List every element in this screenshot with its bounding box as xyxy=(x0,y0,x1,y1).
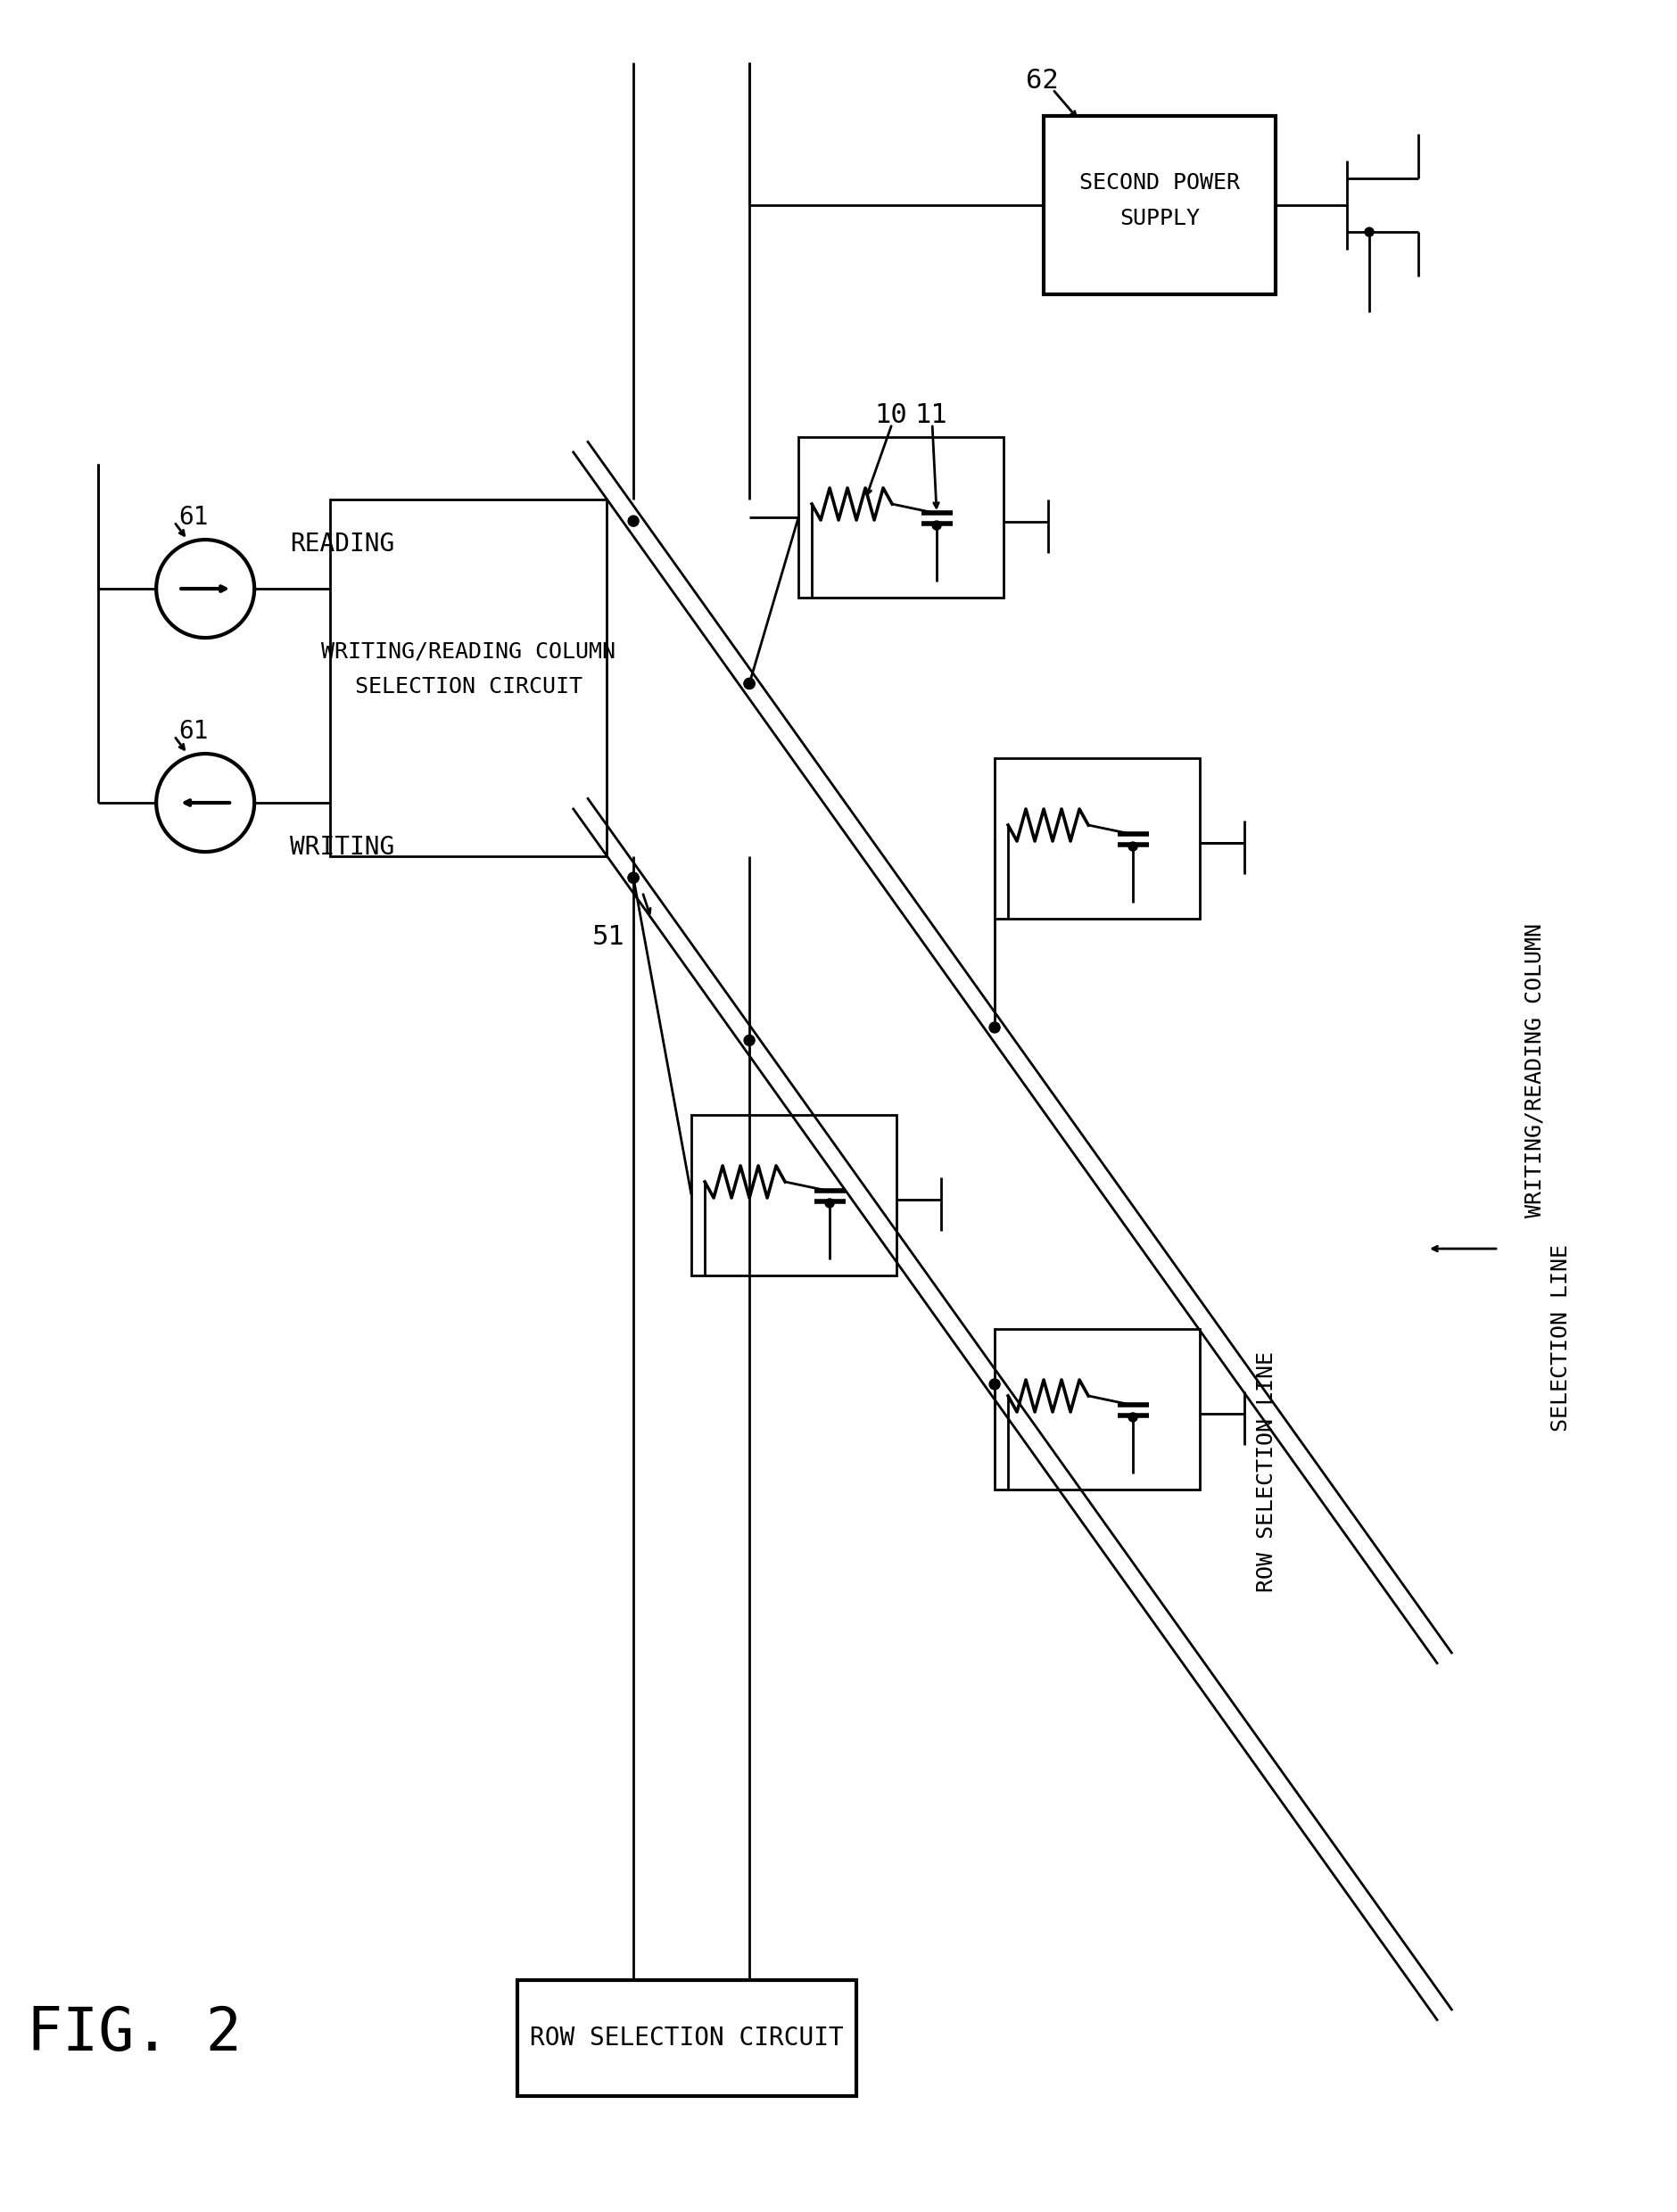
Text: WRITING/READING COLUMN: WRITING/READING COLUMN xyxy=(322,641,615,661)
Text: 62: 62 xyxy=(1026,66,1058,93)
Text: SUPPLY: SUPPLY xyxy=(1120,208,1199,230)
Text: 51: 51 xyxy=(592,925,624,949)
Circle shape xyxy=(1365,228,1373,237)
Circle shape xyxy=(629,515,639,526)
Bar xyxy=(330,500,607,856)
Text: WRITING/READING COLUMN: WRITING/READING COLUMN xyxy=(1524,922,1545,1217)
Circle shape xyxy=(629,872,639,883)
Text: SECOND POWER: SECOND POWER xyxy=(1080,173,1239,195)
Circle shape xyxy=(989,1378,999,1389)
Text: 61: 61 xyxy=(178,504,208,531)
Text: WRITING: WRITING xyxy=(290,834,394,860)
Text: 10: 10 xyxy=(874,403,907,427)
Bar xyxy=(691,1115,897,1276)
Circle shape xyxy=(989,1022,999,1033)
Text: ROW SELECTION CIRCUIT: ROW SELECTION CIRCUIT xyxy=(530,2026,844,2051)
Text: ROW SELECTION LINE: ROW SELECTION LINE xyxy=(1256,1352,1278,1593)
Circle shape xyxy=(932,522,941,531)
Bar xyxy=(1043,115,1276,294)
Circle shape xyxy=(745,1035,755,1046)
Circle shape xyxy=(629,872,639,883)
Bar xyxy=(994,1329,1199,1489)
Bar xyxy=(518,1980,857,2097)
Circle shape xyxy=(745,679,755,688)
Circle shape xyxy=(1129,843,1137,852)
Circle shape xyxy=(825,1199,833,1208)
Text: 61: 61 xyxy=(178,719,208,743)
Circle shape xyxy=(1129,1413,1137,1422)
Bar xyxy=(798,438,1003,597)
Text: SELECTION CIRCUIT: SELECTION CIRCUIT xyxy=(356,677,582,697)
Bar xyxy=(994,759,1199,918)
Text: READING: READING xyxy=(290,531,394,557)
Text: SELECTION LINE: SELECTION LINE xyxy=(1550,1243,1571,1431)
Circle shape xyxy=(745,679,755,688)
Text: FIG. 2: FIG. 2 xyxy=(27,2004,241,2064)
Text: 11: 11 xyxy=(914,403,948,427)
